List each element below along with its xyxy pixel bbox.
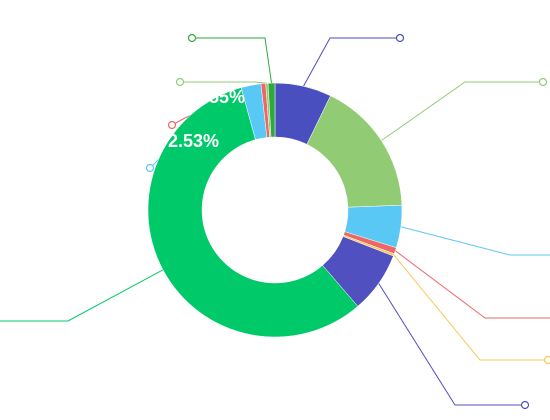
leader-dot xyxy=(520,400,530,410)
leader-dot xyxy=(538,77,548,87)
leader-dot xyxy=(145,163,155,173)
leader-line xyxy=(381,81,543,142)
donut-slice xyxy=(267,82,276,138)
leader-line xyxy=(192,37,273,84)
leader-dot xyxy=(167,120,177,130)
leader-line xyxy=(303,37,400,87)
leader-dot xyxy=(543,355,550,365)
donut-slice xyxy=(147,87,359,338)
leader-line xyxy=(0,269,164,322)
leader-line xyxy=(378,283,525,406)
leader-line xyxy=(394,250,550,319)
leader-dot xyxy=(175,77,185,87)
leader-line xyxy=(400,226,550,256)
leader-dot xyxy=(187,33,197,43)
leader-line xyxy=(180,81,267,84)
leader-line xyxy=(393,254,548,361)
slice-label: 2.53% xyxy=(168,131,219,151)
leader-dot xyxy=(395,33,405,43)
slice-label: 55% xyxy=(209,87,245,107)
